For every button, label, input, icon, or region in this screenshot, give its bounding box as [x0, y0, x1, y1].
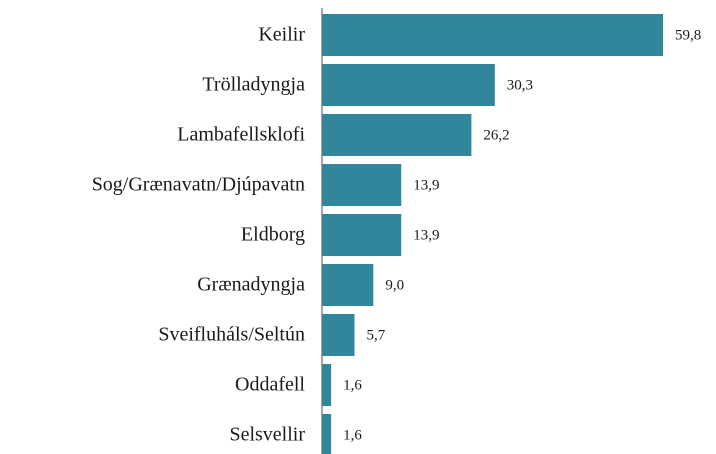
category-label: Lambafellsklofi — [177, 124, 305, 146]
category-label: Keilir — [258, 24, 305, 46]
value-label: 30,3 — [507, 77, 533, 93]
category-label: Oddafell — [235, 374, 305, 396]
bar — [322, 164, 402, 206]
bar — [322, 64, 495, 106]
category-label: Trölladyngja — [202, 74, 305, 96]
value-label: 5,7 — [367, 327, 386, 343]
value-label: 1,6 — [343, 377, 362, 393]
bar — [322, 14, 663, 56]
bar — [322, 214, 402, 256]
value-label: 9,0 — [385, 277, 404, 293]
bar — [322, 264, 374, 306]
bar — [322, 364, 332, 406]
category-label: Sveifluháls/Seltún — [158, 324, 305, 346]
value-label: 26,2 — [483, 127, 509, 143]
value-label: 13,9 — [413, 227, 439, 243]
category-label: Eldborg — [241, 224, 305, 246]
bar — [322, 414, 332, 454]
value-label: 59,8 — [675, 27, 701, 43]
category-label: Selsvellir — [229, 424, 305, 446]
value-label: 1,6 — [343, 427, 362, 443]
category-label: Grænadyngja — [197, 274, 305, 296]
bar — [322, 314, 355, 356]
bar — [322, 114, 472, 156]
category-label: Sog/Grænavatn/Djúpavatn — [92, 174, 305, 196]
value-label: 13,9 — [413, 177, 439, 193]
